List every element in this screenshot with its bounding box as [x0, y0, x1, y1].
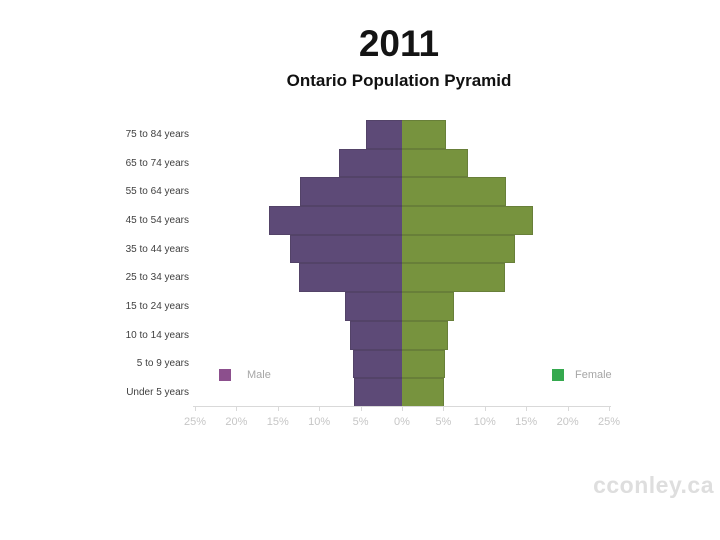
female-bar — [401, 148, 469, 178]
female-bar — [401, 320, 448, 350]
x-axis-tick-label: 10% — [308, 416, 331, 428]
pyramid-row — [195, 234, 608, 264]
watermark-text: cconley.ca — [593, 472, 714, 498]
age-label: 65 to 74 years — [125, 157, 189, 169]
x-axis: 25% 20% 15% 10% 5% 0% 5% 10% 15% 20% 25% — [184, 406, 620, 436]
x-axis-tick-label: 25% — [597, 416, 621, 428]
female-bar — [401, 263, 505, 293]
x-axis-tick-label: 15% — [266, 416, 289, 428]
male-bar — [299, 263, 402, 293]
female-bar — [401, 234, 515, 264]
age-axis-labels: 75 to 84 years 65 to 74 years 55 to 64 yea… — [0, 120, 189, 407]
x-axis-tick — [319, 406, 321, 411]
female-legend-label: Female — [575, 369, 612, 381]
pyramid-row — [195, 148, 608, 178]
female-bar — [401, 206, 533, 235]
age-label: 10 to 14 years — [125, 329, 189, 341]
pyramid-row — [195, 378, 608, 407]
male-legend-swatch — [219, 369, 231, 381]
x-axis-tick-label: 25% — [183, 416, 207, 428]
age-label: 15 to 24 years — [125, 300, 189, 312]
male-bar — [269, 206, 402, 235]
pyramid-row — [195, 206, 608, 235]
age-label: 35 to 44 years — [125, 243, 189, 255]
x-axis-tick-label: 20% — [225, 416, 248, 428]
pyramid-row — [195, 177, 608, 207]
x-axis-tick-label: 0% — [394, 416, 410, 428]
male-bar — [350, 320, 402, 350]
pyramid-row — [195, 349, 608, 379]
male-bar — [338, 148, 402, 178]
male-bar — [365, 120, 402, 149]
age-label: 5 to 9 years — [136, 358, 189, 370]
male-bar — [345, 292, 402, 321]
age-label: 45 to 54 years — [125, 214, 189, 226]
chart-subtitle: Ontario Population Pyramid — [286, 71, 512, 90]
x-axis-tick — [277, 406, 279, 411]
legend-item-female: Female — [552, 369, 612, 381]
male-bar — [290, 234, 402, 264]
x-axis-tick — [236, 406, 238, 411]
pyramid-row — [195, 120, 608, 149]
chart-title: 2011 — [358, 23, 440, 64]
pyramid-row — [195, 263, 608, 293]
male-legend-label: Male — [247, 369, 271, 381]
x-axis-tick-label: 5% — [435, 416, 452, 428]
age-label: Under 5 years — [126, 387, 189, 399]
female-bar — [401, 378, 445, 407]
x-axis-tick — [484, 406, 486, 411]
x-axis-tick — [567, 406, 569, 411]
female-bar — [401, 349, 446, 379]
female-bar — [401, 177, 507, 207]
x-axis-tick — [402, 406, 403, 411]
x-axis-tick — [443, 406, 445, 411]
age-label: 75 to 84 years — [125, 128, 189, 140]
x-axis-tick — [609, 406, 610, 411]
male-bar — [353, 378, 402, 407]
pyramid-row — [195, 320, 608, 350]
x-axis-tick — [195, 406, 196, 411]
age-label: 25 to 34 years — [125, 272, 189, 284]
male-bar — [299, 177, 402, 207]
male-bar — [352, 349, 402, 379]
x-axis-tick-label: 20% — [556, 416, 579, 428]
female-legend-swatch — [552, 369, 564, 381]
female-bar — [401, 292, 455, 321]
pyramid-row — [195, 292, 608, 321]
x-axis-tick-label: 15% — [515, 416, 538, 428]
x-axis-tick — [526, 406, 528, 411]
x-axis-tick — [360, 406, 362, 411]
legend-item-male: Male — [219, 369, 271, 381]
female-bar — [401, 120, 447, 149]
x-axis-tick-label: 5% — [352, 416, 369, 428]
x-axis-tick-label: 10% — [473, 416, 496, 428]
pyramid-plot — [195, 120, 608, 407]
age-label: 55 to 64 years — [125, 186, 189, 198]
